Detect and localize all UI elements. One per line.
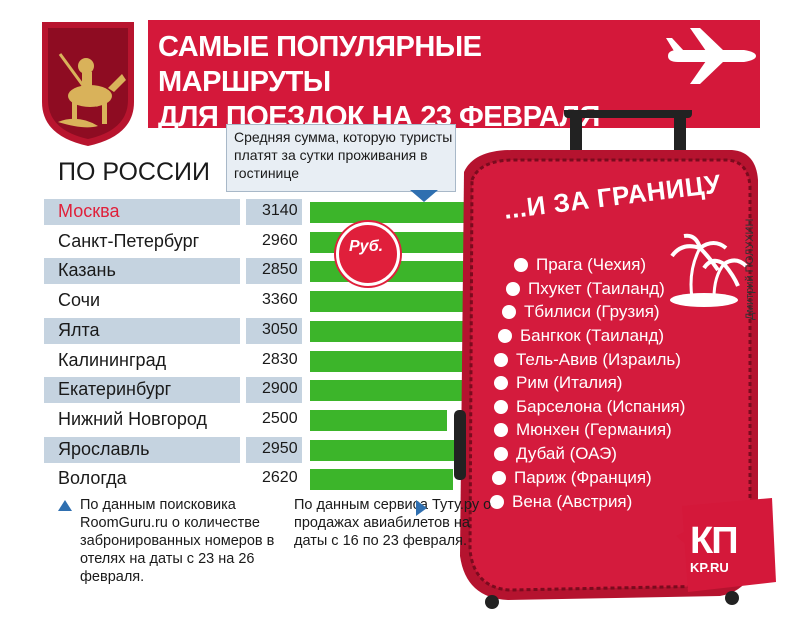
bullet-icon <box>494 423 508 437</box>
value-label: 2950 <box>262 439 298 457</box>
tooltip-text: Средняя сумма, которую туристы платят за… <box>234 129 453 181</box>
chart-row: Ялта 3050 <box>44 317 477 344</box>
city-label: Калининград <box>58 349 167 370</box>
value-label: 2960 <box>262 231 298 249</box>
chart-row: Екатеринбург 2900 <box>44 377 469 404</box>
bar <box>310 409 447 431</box>
value-label: 2620 <box>262 469 298 487</box>
row-background <box>44 436 240 463</box>
bar <box>310 469 454 491</box>
chart-row: Вологда 2620 <box>44 466 454 492</box>
bullet-icon <box>492 471 506 485</box>
city-label: Казань <box>58 260 116 281</box>
chart-row: Калининград 2830 <box>44 348 465 374</box>
value-label: 2830 <box>262 350 298 368</box>
destination-item: Париж (Франция) <box>514 468 652 487</box>
ruble-badge <box>336 222 400 286</box>
destination-item: Дубай (ОАЭ) <box>516 444 617 463</box>
title-line-1: САМЫЕ ПОПУЛЯРНЫЕ МАРШРУТЫ <box>158 31 482 98</box>
bar <box>310 350 465 372</box>
logo-site-text: KP.RU <box>690 560 729 575</box>
bar <box>310 320 477 342</box>
value-label: 2500 <box>262 409 298 427</box>
triangle-up-icon <box>58 500 72 511</box>
footnote-hotels: По данным поисковика RoomGuru.ru о колич… <box>80 497 275 585</box>
bullet-icon <box>490 495 504 509</box>
city-label: Вологда <box>58 468 127 489</box>
destination-item: Бангкок (Таиланд) <box>520 326 665 345</box>
suitcase-illustration <box>454 110 758 609</box>
destination-item: Рим (Италия) <box>516 373 623 392</box>
russia-heading: ПО РОССИИ <box>58 158 210 186</box>
row-background <box>44 199 240 225</box>
value-label: 2850 <box>262 261 298 279</box>
bar <box>310 202 482 223</box>
destination-item: Пхукет (Таиланд) <box>528 279 665 298</box>
bullet-icon <box>494 447 508 461</box>
footnote-flights: По данным сервиса Туту.ру о продажах ави… <box>294 497 492 549</box>
airplane-icon <box>666 28 756 84</box>
value-label: 3360 <box>262 291 298 309</box>
bullet-icon <box>494 353 508 367</box>
row-background <box>44 258 240 285</box>
value-background <box>246 436 302 463</box>
bullet-icon <box>494 376 508 390</box>
bullet-icon <box>506 282 520 296</box>
value-label: 3140 <box>262 202 298 219</box>
destination-item: Вена (Австрия) <box>512 492 633 511</box>
tooltip-box <box>226 124 456 192</box>
bullet-icon <box>514 258 528 272</box>
city-label: Ялта <box>58 319 100 340</box>
kp-logo-icon <box>676 498 776 592</box>
ruble-badge-label: Руб. <box>348 238 384 255</box>
bar <box>310 380 469 402</box>
value-background <box>246 377 302 404</box>
bullet-icon <box>498 329 512 343</box>
chart-row: Москва 3140 <box>44 199 482 225</box>
destination-item: Тель-Авив (Израиль) <box>516 350 681 369</box>
value-background <box>246 199 302 225</box>
destination-item: Барселона (Испания) <box>516 397 686 416</box>
row-background <box>44 317 240 344</box>
row-background <box>44 377 240 404</box>
author-credit: Дмитрий ПОЛУХИН <box>744 218 756 320</box>
chart-row: Нижний Новгород 2500 <box>44 407 454 433</box>
city-label: Москва <box>58 201 120 221</box>
city-label: Екатеринбург <box>58 379 172 400</box>
city-label: Ярославль <box>58 438 150 459</box>
chart-row: Сочи 3360 <box>44 288 494 314</box>
value-label: 3050 <box>262 320 298 338</box>
value-label: 2900 <box>262 380 298 398</box>
chart-row: Ярославль 2950 <box>44 436 472 463</box>
tooltip-arrow-icon <box>410 190 438 202</box>
value-background <box>246 258 302 285</box>
triangle-right-icon <box>416 500 427 516</box>
bar <box>310 291 494 313</box>
destination-item: Мюнхен (Германия) <box>516 420 672 439</box>
bullet-icon <box>494 400 508 414</box>
logo-kp-text: КП <box>690 520 738 562</box>
city-label: Нижний Новгород <box>58 408 208 429</box>
destination-item: Тбилиси (Грузия) <box>524 302 660 321</box>
city-label: Сочи <box>58 290 101 311</box>
bullet-icon <box>502 305 516 319</box>
bar <box>310 439 472 461</box>
moscow-coat-of-arms-icon <box>42 22 134 146</box>
value-background <box>246 317 302 344</box>
city-label: Санкт-Петербург <box>58 230 200 251</box>
destination-item: Прага (Чехия) <box>536 255 647 274</box>
